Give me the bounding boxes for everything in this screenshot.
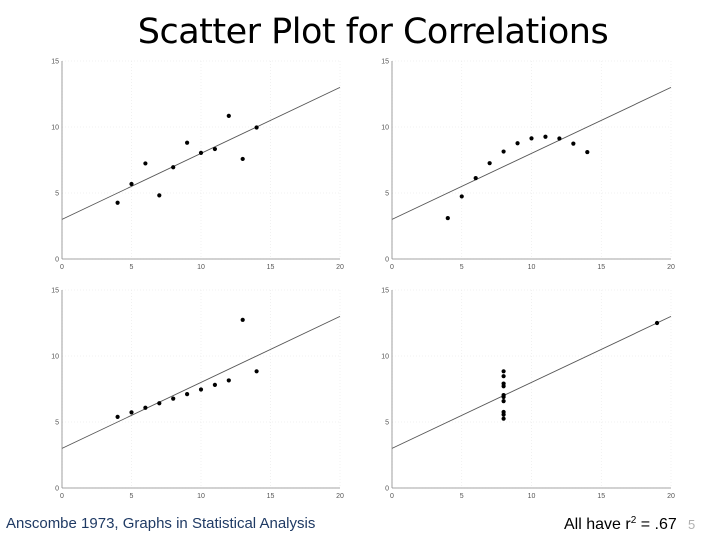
data-point — [543, 134, 548, 139]
data-point — [198, 387, 204, 392]
slide-title: Scatter Plot for Correlations — [137, 12, 609, 52]
x-tick-label: 10 — [197, 493, 205, 500]
data-point — [240, 317, 245, 322]
correlation-note-suffix: = .67 — [636, 516, 677, 533]
y-tick-label: 15 — [381, 288, 389, 295]
x-tick-label: 20 — [336, 493, 344, 500]
x-tick-label: 0 — [390, 264, 394, 271]
data-point — [459, 194, 464, 199]
data-point — [585, 149, 590, 155]
x-tick-label: 5 — [460, 264, 464, 271]
data-point — [115, 200, 120, 205]
slide-number: 5 — [688, 517, 696, 532]
data-point — [129, 410, 134, 415]
y-tick-label: 10 — [381, 125, 389, 132]
citation-text: Anscombe 1973, Graphs in Statistical Ana… — [6, 515, 316, 532]
x-tick-label: 20 — [667, 264, 675, 271]
data-point — [501, 369, 506, 374]
data-point — [501, 381, 506, 386]
scatter-panel-2: 0 5 10 15 20 0 5 10 15 — [381, 59, 675, 272]
regression-line — [61, 315, 341, 449]
correlation-note-prefix: All have r — [564, 516, 631, 533]
data-point — [501, 412, 506, 417]
data-point — [226, 113, 231, 119]
x-tick-label: 20 — [336, 264, 344, 271]
data-point — [171, 396, 176, 401]
data-point — [115, 414, 120, 419]
data-point — [185, 140, 190, 145]
data-point — [515, 141, 520, 146]
data-point — [185, 392, 190, 397]
data-point — [240, 156, 245, 162]
y-tick-label: 15 — [51, 288, 59, 295]
data-point — [226, 378, 231, 383]
y-tick-label: 5 — [385, 191, 389, 198]
y-tick-label: 15 — [381, 59, 389, 66]
x-tick-label: 10 — [528, 493, 536, 500]
y-tick-label: 10 — [51, 125, 59, 132]
data-point — [654, 320, 660, 326]
y-tick-label: 5 — [385, 420, 389, 427]
x-tick-label: 20 — [667, 493, 675, 500]
x-tick-label: 5 — [460, 493, 464, 500]
correlation-note-exponent: 2 — [630, 515, 637, 526]
x-tick-label: 15 — [267, 264, 275, 271]
y-tick-label: 0 — [55, 257, 59, 264]
y-tick-label: 15 — [51, 59, 59, 66]
data-point — [212, 146, 217, 152]
data-point — [501, 399, 506, 404]
data-point — [473, 175, 478, 181]
data-point — [254, 125, 259, 130]
data-point — [254, 369, 259, 374]
regression-line — [391, 86, 672, 220]
data-point — [445, 215, 450, 221]
correlation-note: All have r2 = .67 — [564, 515, 677, 534]
scatter-panel-1: 0 5 10 15 20 0 5 10 15 — [51, 59, 344, 272]
x-tick-label: 15 — [267, 493, 275, 500]
data-point — [129, 181, 134, 187]
scatter-panel-3: 0 5 10 15 20 0 5 10 15 — [51, 288, 344, 501]
y-tick-label: 0 — [385, 257, 389, 264]
x-tick-label: 10 — [197, 264, 205, 271]
data-point — [501, 394, 506, 400]
data-point — [143, 161, 148, 166]
y-tick-label: 5 — [55, 191, 59, 198]
y-tick-label: 10 — [51, 354, 59, 361]
data-point — [171, 165, 176, 170]
data-point — [529, 136, 534, 141]
data-point — [143, 405, 148, 410]
y-tick-label: 5 — [55, 420, 59, 427]
data-point — [571, 141, 576, 146]
data-point — [501, 149, 506, 154]
scatter-panel-4: 0 5 10 15 20 0 5 10 15 — [381, 288, 675, 501]
data-point — [157, 193, 162, 198]
data-point — [212, 382, 217, 388]
y-tick-label: 0 — [55, 486, 59, 493]
data-point — [157, 401, 162, 406]
data-point — [501, 416, 506, 421]
regression-line — [391, 315, 672, 449]
x-tick-label: 0 — [390, 493, 394, 500]
x-tick-label: 0 — [60, 264, 64, 271]
x-tick-label: 5 — [130, 493, 134, 500]
data-point — [198, 150, 204, 155]
x-tick-label: 15 — [597, 493, 605, 500]
x-tick-label: 5 — [130, 264, 134, 271]
data-point — [501, 374, 506, 379]
x-tick-label: 0 — [60, 493, 64, 500]
data-point — [557, 136, 562, 141]
x-tick-label: 10 — [528, 264, 536, 271]
data-point — [487, 161, 492, 166]
x-tick-label: 15 — [597, 264, 605, 271]
y-tick-label: 0 — [385, 486, 389, 493]
y-tick-label: 10 — [381, 354, 389, 361]
